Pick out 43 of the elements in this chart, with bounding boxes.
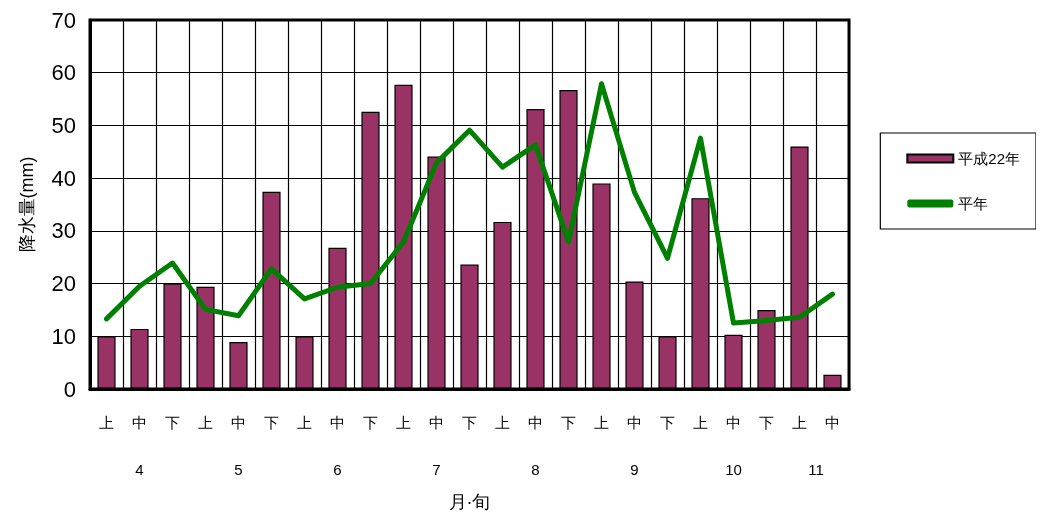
x-tick-label: 下	[759, 414, 774, 431]
y-axis-title: 降水量(mm)	[17, 156, 37, 253]
x-tick-label: 上	[297, 414, 312, 431]
x-tick-label: 下	[561, 414, 576, 431]
legend-label: 平成22年	[958, 150, 1020, 167]
y-tick-label: 20	[51, 271, 76, 297]
x-tick-label: 上	[198, 414, 213, 431]
text: 8	[531, 460, 540, 478]
y-tick-label: 40	[51, 165, 76, 191]
text: 4	[135, 460, 144, 478]
x-tick-label: 中	[330, 414, 345, 431]
x-axis-title: 月·旬	[448, 492, 491, 512]
legend-label: 平年	[958, 195, 989, 212]
x-tick-label: 中	[825, 414, 840, 431]
text: 11	[808, 460, 824, 478]
x-tick-label: 中	[528, 414, 543, 431]
x-tick-label: 下	[462, 414, 477, 431]
x-tick-label: 中	[231, 414, 246, 431]
x-tick-label: 下	[165, 414, 180, 431]
x-tick-label: 上	[495, 414, 510, 431]
x-tick-label: 上	[594, 414, 609, 431]
text: 10	[725, 460, 742, 478]
x-tick-label: 中	[429, 414, 444, 431]
y-tick-label: 10	[51, 323, 76, 349]
x-tick-label: 上	[396, 414, 411, 431]
x-tick-label: 下	[264, 414, 279, 431]
text: 9	[630, 460, 639, 478]
text: 7	[432, 460, 441, 478]
y-tick-label: 0	[63, 376, 76, 402]
y-tick-label: 30	[51, 218, 76, 244]
x-tick-label: 中	[726, 414, 741, 431]
text: 6	[333, 460, 342, 478]
x-tick-label: 中	[627, 414, 642, 431]
x-tick-label: 上	[792, 414, 807, 431]
y-tick-label: 70	[51, 7, 76, 33]
x-tick-label: 下	[660, 414, 675, 431]
x-tick-label: 上	[693, 414, 708, 431]
x-tick-label: 上	[99, 414, 114, 431]
x-tick-label: 中	[132, 414, 147, 431]
text: 5	[234, 460, 243, 478]
x-tick-label: 下	[363, 414, 378, 431]
y-tick-label: 60	[51, 60, 76, 86]
y-tick-label: 50	[51, 112, 76, 138]
